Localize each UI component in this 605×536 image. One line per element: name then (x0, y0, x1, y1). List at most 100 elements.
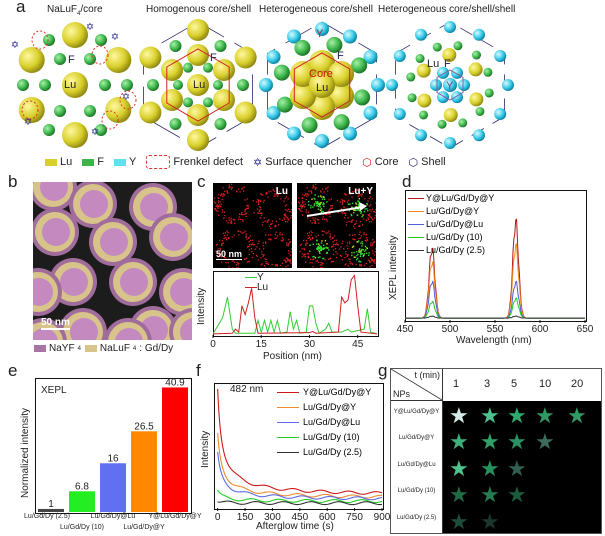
y-dot (317, 247, 319, 250)
f-atom (84, 53, 96, 66)
legend-label: Lu/Gd/Dy@Y (426, 206, 480, 216)
lu-dot (314, 188, 316, 190)
lu-dot (317, 261, 320, 264)
lu-dot (305, 242, 307, 244)
lu-dot (300, 205, 303, 208)
lu-dot (232, 260, 235, 262)
y-dot (315, 202, 318, 204)
y-atom (443, 78, 457, 92)
lu-dot (275, 237, 278, 239)
atom-label-f-4: F (444, 58, 451, 70)
lu-dot (373, 254, 376, 256)
lu-dot (349, 242, 351, 245)
lu-dot (346, 247, 349, 250)
lu-dot (346, 221, 348, 223)
y-dot (322, 257, 324, 260)
lu-dot (375, 208, 376, 211)
y-dot (322, 203, 324, 206)
y-atom (444, 137, 456, 149)
lu-atom (416, 63, 431, 78)
lu-dot (233, 261, 236, 264)
lu-dot (262, 221, 264, 223)
lu-dot (310, 234, 312, 236)
legend-label: Lu/Gd/Dy@Lu (303, 417, 361, 427)
lu-dot (348, 241, 351, 243)
legend-line (277, 437, 299, 439)
lu-dot (260, 208, 262, 211)
lu-dot (352, 219, 354, 221)
lu-dot (269, 225, 271, 228)
lu-dot (344, 264, 346, 266)
y-dot (328, 249, 330, 251)
particle-core (100, 228, 128, 256)
lu-dot (222, 232, 225, 235)
f-atom (432, 42, 442, 52)
f-ylabel: Intensity (200, 430, 211, 468)
lu-dot (223, 237, 225, 240)
y-dot (365, 249, 367, 251)
y-dot (326, 251, 328, 254)
lu-dot (322, 216, 324, 218)
x-tick-label: 45 (352, 339, 364, 350)
y-dot (310, 207, 312, 209)
lu-dot (223, 217, 225, 219)
lu-dot (365, 233, 367, 236)
legend-label: Lu/Gd/Dy (2.5) (426, 245, 486, 255)
y-dot (363, 253, 366, 255)
lu-dot (315, 236, 317, 238)
y-atom (363, 106, 378, 120)
lu-dot (223, 255, 225, 258)
lu-dot (328, 230, 330, 232)
lu-dot (230, 183, 233, 185)
y-dot (316, 248, 318, 251)
lu-dot (346, 254, 349, 257)
lu-dot (257, 259, 259, 261)
lu-dot (352, 238, 354, 240)
lu-dot (326, 220, 328, 222)
lu-dot (230, 188, 232, 190)
f-atom (471, 50, 481, 60)
f-atom (95, 124, 107, 137)
legend-line (277, 392, 299, 394)
y-dot (350, 214, 353, 217)
lu-dot (253, 244, 256, 246)
y-dot (319, 206, 322, 208)
lu-dot (248, 260, 251, 263)
lu-dot (241, 188, 243, 190)
lu-dot (349, 234, 351, 236)
star-of-david-icon: ✡ (24, 117, 32, 128)
y-atom (363, 50, 378, 64)
lu-dot (264, 241, 267, 243)
lu-atom (187, 74, 209, 96)
lu-dot (370, 259, 373, 261)
row-headers (391, 401, 443, 533)
lu-dot (228, 187, 230, 189)
lu-dot (346, 201, 349, 203)
x-tick-label: 300 (264, 512, 281, 523)
y-dot (365, 247, 367, 249)
y-dot (361, 215, 363, 218)
lu-dot (340, 208, 343, 210)
y-dot (368, 252, 370, 254)
lu-dot (287, 260, 289, 262)
lu-dot (336, 244, 339, 246)
subscript: 4 (77, 345, 81, 352)
lu-dot (285, 265, 287, 268)
lu-dot (244, 199, 246, 201)
lu-dot (287, 264, 289, 267)
lu-dot (257, 242, 259, 245)
lu-dot (291, 211, 292, 214)
lu-dot (227, 236, 230, 239)
y-dot (353, 211, 355, 214)
lu-dot (223, 194, 225, 196)
y-dot (354, 209, 357, 211)
y-atom (343, 29, 357, 44)
f-atom (95, 33, 107, 46)
lu-dot (312, 258, 314, 261)
lu-dot (361, 224, 364, 226)
y-dot (317, 246, 319, 248)
lu-dot (309, 262, 311, 264)
lu-dot (258, 210, 261, 212)
lu-dot (221, 211, 223, 213)
